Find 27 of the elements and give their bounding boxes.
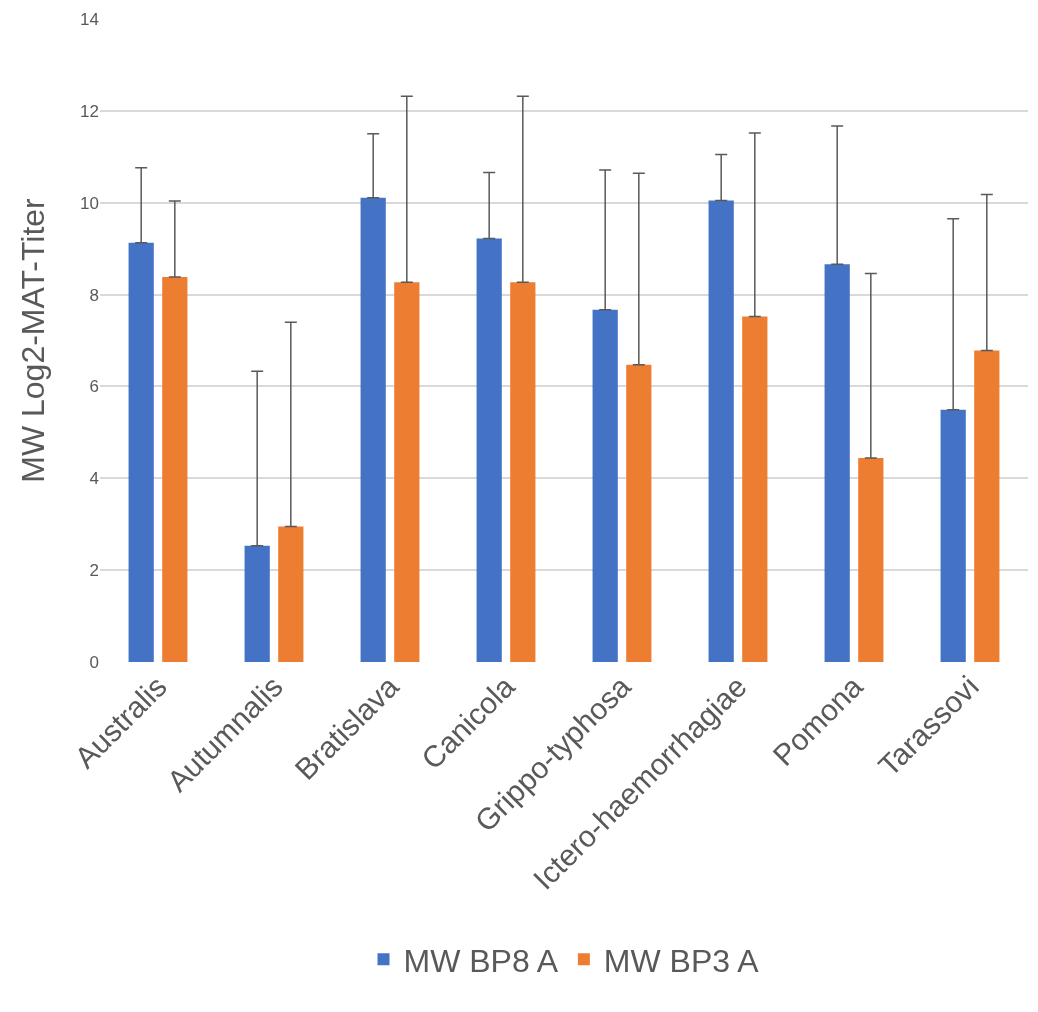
y-tick-label: 2 bbox=[89, 561, 99, 581]
legend-label: MW BP8 A bbox=[403, 942, 559, 979]
bar bbox=[940, 409, 966, 662]
legend-label: MW BP3 A bbox=[603, 942, 760, 979]
y-tick-label: 8 bbox=[89, 285, 99, 305]
bar bbox=[742, 316, 768, 662]
bar bbox=[360, 197, 386, 662]
bar bbox=[858, 458, 884, 662]
y-tick-label: 0 bbox=[89, 652, 99, 672]
y-tick-label: 6 bbox=[89, 377, 99, 397]
bar bbox=[162, 277, 188, 662]
y-axis-title: MW Log2-MAT-Titer bbox=[15, 197, 52, 483]
y-tick-label: 10 bbox=[80, 193, 99, 213]
bar bbox=[394, 282, 420, 662]
bar bbox=[824, 264, 850, 662]
y-tick-label: 4 bbox=[89, 469, 99, 489]
bar bbox=[244, 545, 270, 662]
y-tick-label: 12 bbox=[80, 101, 99, 121]
bar bbox=[974, 350, 1000, 662]
bar bbox=[708, 200, 734, 662]
bar bbox=[592, 309, 618, 662]
bar bbox=[128, 242, 154, 662]
bar bbox=[278, 526, 304, 662]
y-tick-label: 14 bbox=[80, 9, 99, 29]
bar bbox=[476, 238, 502, 662]
bar bbox=[510, 282, 536, 662]
bar bbox=[626, 364, 652, 662]
